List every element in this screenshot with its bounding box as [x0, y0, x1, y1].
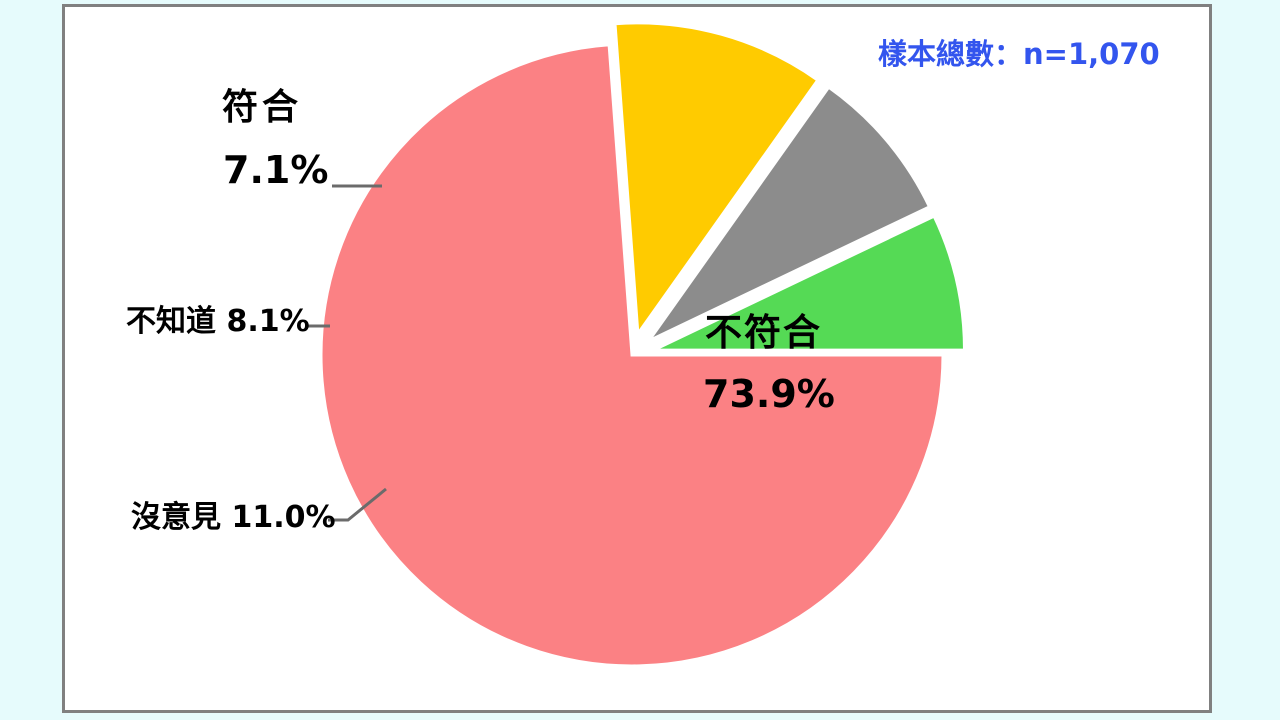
- sample-size-note: 樣本總數：n=1,070: [878, 37, 1160, 71]
- pie-slice-disagree[interactable]: [319, 43, 945, 668]
- pie-label-disagree-category: 不符合: [705, 311, 822, 354]
- pie-slice-agree[interactable]: [652, 214, 967, 352]
- pie-label-disagree-value: 73.9%: [703, 372, 835, 416]
- pie-label-noopinion: 沒意見 11.0%: [131, 500, 336, 535]
- leader-line-noopinion: [328, 487, 387, 522]
- pie-slice-dontknow[interactable]: [644, 85, 932, 345]
- pie-label-dontknow: 不知道 8.1%: [126, 304, 310, 339]
- pie-slice-noopinion[interactable]: [613, 21, 820, 339]
- pie-label-agree-category: 符合: [222, 87, 303, 128]
- pie-chart: [308, 21, 967, 668]
- pie-label-agree-value: 7.1%: [223, 148, 329, 192]
